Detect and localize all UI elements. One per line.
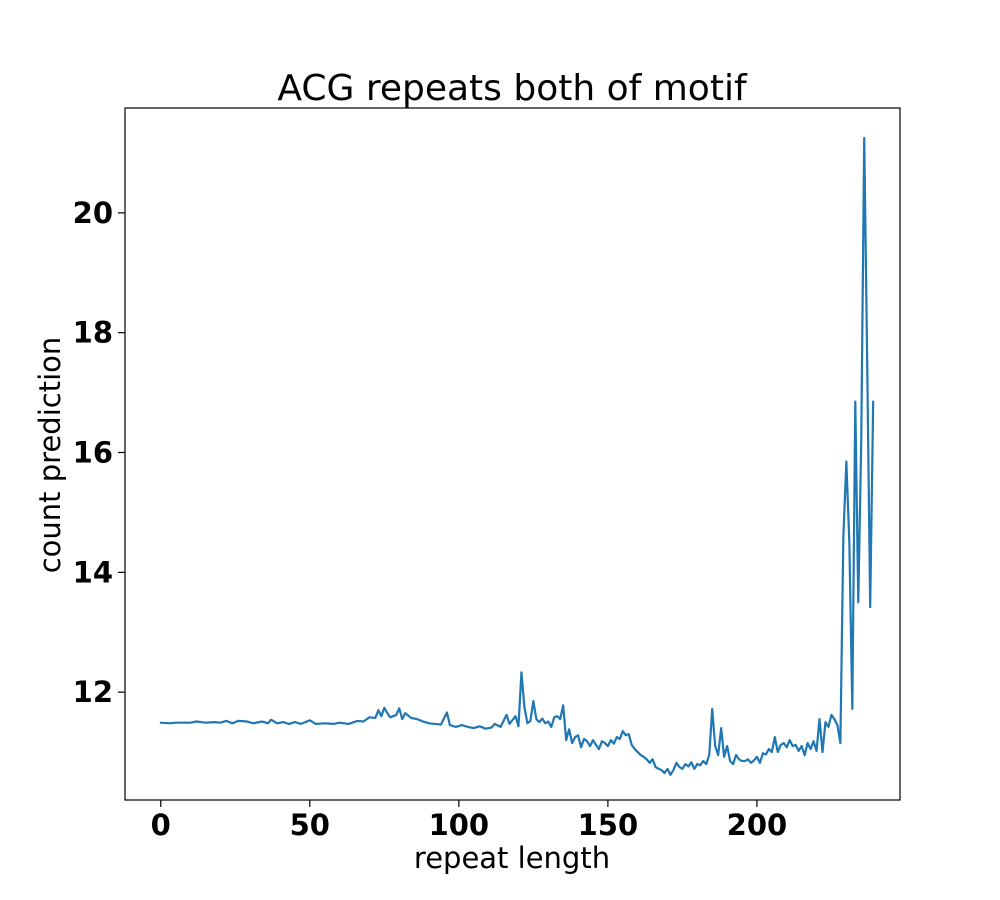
x-axis-ticks: 0 50 100 150 200: [151, 800, 788, 842]
y-tick-label: 18: [73, 316, 113, 350]
y-tick-label: 12: [73, 675, 113, 709]
series-layer: [159, 136, 875, 776]
x-tick-label: 200: [727, 808, 788, 842]
x-axis-label: repeat length: [414, 841, 610, 875]
y-tick-label: 20: [73, 196, 113, 230]
series-line-0: [159, 136, 875, 776]
y-tick-label: 16: [73, 436, 113, 470]
y-axis-label: count prediction: [33, 337, 67, 574]
x-tick-label: 150: [578, 808, 639, 842]
y-axis-ticks: 12 14 16 18 20: [73, 196, 125, 709]
x-tick-label: 100: [429, 808, 490, 842]
y-tick-label: 14: [73, 555, 113, 589]
plot-frame: [124, 107, 901, 801]
x-tick-label: 0: [151, 808, 171, 842]
x-tick-label: 50: [290, 808, 330, 842]
chart-title: ACG repeats both of motif: [277, 68, 748, 109]
